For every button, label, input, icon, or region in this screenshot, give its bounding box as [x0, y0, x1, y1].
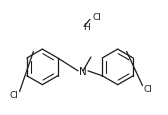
Text: H: H: [84, 23, 90, 32]
Text: Cl: Cl: [93, 13, 102, 22]
Text: Cl: Cl: [143, 84, 152, 93]
Text: Cl: Cl: [9, 90, 18, 99]
Text: N: N: [79, 66, 87, 76]
